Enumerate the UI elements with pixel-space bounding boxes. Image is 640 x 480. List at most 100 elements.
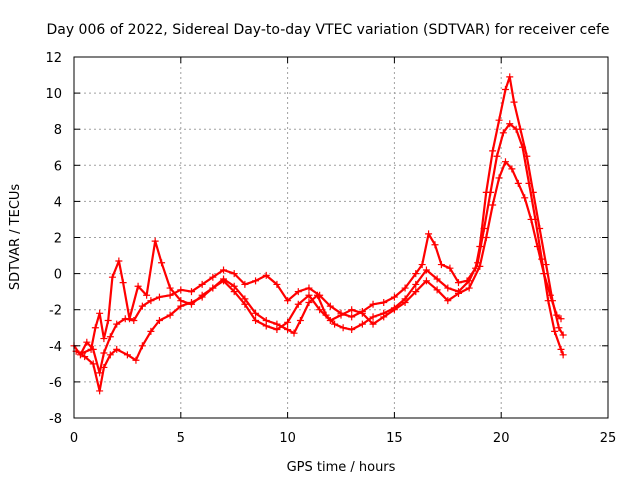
y-tick-label: 2 [54,232,62,247]
data-point-marker [284,326,292,334]
data-point-marker [198,291,206,299]
data-point-marker [369,300,377,308]
data-point-marker [326,317,334,325]
y-tick-label: -6 [49,376,62,391]
y-axis-label: SDTVAR / TECUs [8,184,23,291]
data-point-marker [521,194,529,202]
data-point-marker [87,345,95,353]
data-point-marker [422,266,430,274]
data-point-marker [123,351,131,359]
data-point-marker [422,277,430,285]
data-point-marker [559,351,567,359]
data-point-marker [454,279,462,287]
data-point-marker [412,270,420,278]
data-point-marker [100,363,108,371]
data-point-marker [369,320,377,328]
data-point-marker [314,291,322,299]
data-point-marker [465,277,473,285]
data-point-marker [380,298,388,306]
y-tick-label: -2 [49,304,62,319]
data-point-marker [96,387,104,395]
data-point-marker [108,273,116,281]
data-point-marker [499,129,507,137]
y-tick-label: 8 [54,123,62,138]
data-point-marker [113,345,121,353]
data-point-marker [339,324,347,332]
data-point-marker [230,288,238,296]
data-point-marker [512,125,520,133]
x-tick-label: 20 [493,431,510,446]
data-point-marker [527,215,535,223]
data-point-marker [493,152,501,160]
data-point-marker [119,279,127,287]
data-point-marker [489,201,497,209]
data-point-marker [143,291,151,299]
y-tick-label: 4 [54,195,62,210]
data-point-marker [480,224,488,232]
data-point-marker [83,338,91,346]
data-point-marker [284,318,292,326]
data-point-marker [555,324,563,332]
data-point-marker [134,282,142,290]
data-point-marker [534,243,542,251]
data-point-marker [390,293,398,301]
data-point-marker [252,309,260,317]
data-point-marker [369,313,377,321]
data-point-marker [262,271,270,279]
data-point-marker [305,291,313,299]
x-tick-label: 10 [279,431,296,446]
data-point-marker [220,277,228,285]
data-point-marker [546,291,554,299]
data-point-marker [431,241,439,249]
data-point-marker [273,280,281,288]
data-point-marker [305,298,313,306]
data-point-marker [177,286,185,294]
data-point-marker [337,311,345,319]
data-point-marker [506,73,514,81]
data-point-marker [358,309,366,317]
data-point-marker [358,320,366,328]
data-point-marker [262,322,270,330]
data-point-marker [158,259,166,267]
y-tick-label: 10 [45,87,62,102]
data-point-marker [510,98,518,106]
data-point-marker [296,317,304,325]
y-tick-label: 0 [54,268,62,283]
chart-title: Day 006 of 2022, Sidereal Day-to-day VTE… [46,22,609,38]
y-tick-label: -4 [49,340,62,355]
data-point-marker [495,116,503,124]
data-point-marker [252,317,260,325]
data-point-marker [495,174,503,182]
data-point-marker [519,143,527,151]
data-point-marker [316,306,324,314]
data-point-marker [425,230,433,238]
data-point-marker [147,327,155,335]
data-point-marker [401,284,409,292]
data-point-marker [557,315,565,323]
data-point-marker [284,297,292,305]
data-point-marker [506,120,514,128]
data-point-marker [482,234,490,241]
data-point-marker [557,345,565,353]
data-point-marker [91,324,99,332]
data-point-marker [166,311,174,319]
data-point-marker [331,320,339,328]
data-point-marker [81,353,89,361]
data-point-marker [138,342,146,350]
grid-layer [74,57,608,418]
data-point-marker [418,261,426,269]
data-point-marker [89,360,97,368]
x-tick-label: 25 [600,431,617,446]
x-tick-label: 0 [70,431,78,446]
data-point-marker [209,284,217,292]
series-layer [70,73,567,395]
data-point-marker [220,266,228,274]
x-tick-label: 15 [386,431,403,446]
data-point-marker [444,284,452,292]
data-point-marker [241,300,249,308]
data-point-marker [100,349,108,357]
data-point-marker [454,289,462,297]
data-point-marker [437,261,445,269]
